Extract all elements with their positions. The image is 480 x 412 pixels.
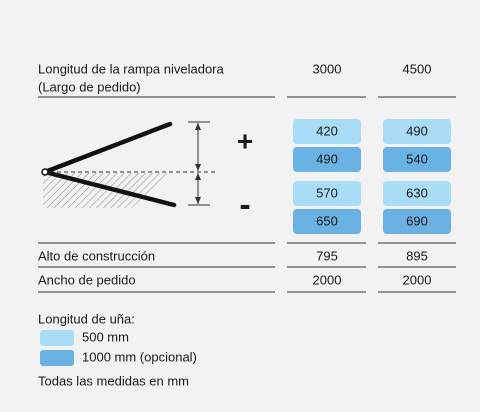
lip-box xyxy=(383,181,451,206)
lip-value: 650 xyxy=(316,213,338,228)
lip-box xyxy=(383,209,451,234)
row-value: 895 xyxy=(406,248,428,263)
note: Todas las medidas en mm xyxy=(38,373,189,388)
header-label: (Largo de pedido) xyxy=(38,79,141,94)
row-value: 2000 xyxy=(313,272,342,287)
legend-swatch xyxy=(40,330,74,346)
lip-value: 420 xyxy=(316,123,338,138)
legend-title: Longitud de uña: xyxy=(38,311,135,326)
lip-value: 690 xyxy=(406,213,428,228)
lip-box xyxy=(383,147,451,172)
lip-value: 540 xyxy=(406,151,428,166)
legend-label: 1000 mm (opcional) xyxy=(82,349,197,364)
lip-box xyxy=(293,209,361,234)
lip-value: 630 xyxy=(406,185,428,200)
lip-box xyxy=(293,119,361,144)
row-value: 2000 xyxy=(403,272,432,287)
header-label: Longitud de la rampa niveladora xyxy=(38,61,225,76)
row-label: Alto de construcción xyxy=(38,248,155,263)
lip-box xyxy=(293,147,361,172)
ramp-diagram xyxy=(41,121,218,208)
legend-swatch xyxy=(40,350,74,366)
lip-value: 570 xyxy=(316,185,338,200)
lip-value: 490 xyxy=(406,123,428,138)
row-value: 795 xyxy=(316,248,338,263)
column-header: 3000 xyxy=(313,61,342,76)
lip-box xyxy=(293,181,361,206)
legend-label: 500 mm xyxy=(82,329,129,344)
plus-sign: + xyxy=(237,125,253,156)
column-header: 4500 xyxy=(403,61,432,76)
minus-sign: - xyxy=(239,186,250,224)
lip-box xyxy=(383,119,451,144)
lip-value: 490 xyxy=(316,151,338,166)
row-label: Ancho de pedido xyxy=(38,272,136,287)
